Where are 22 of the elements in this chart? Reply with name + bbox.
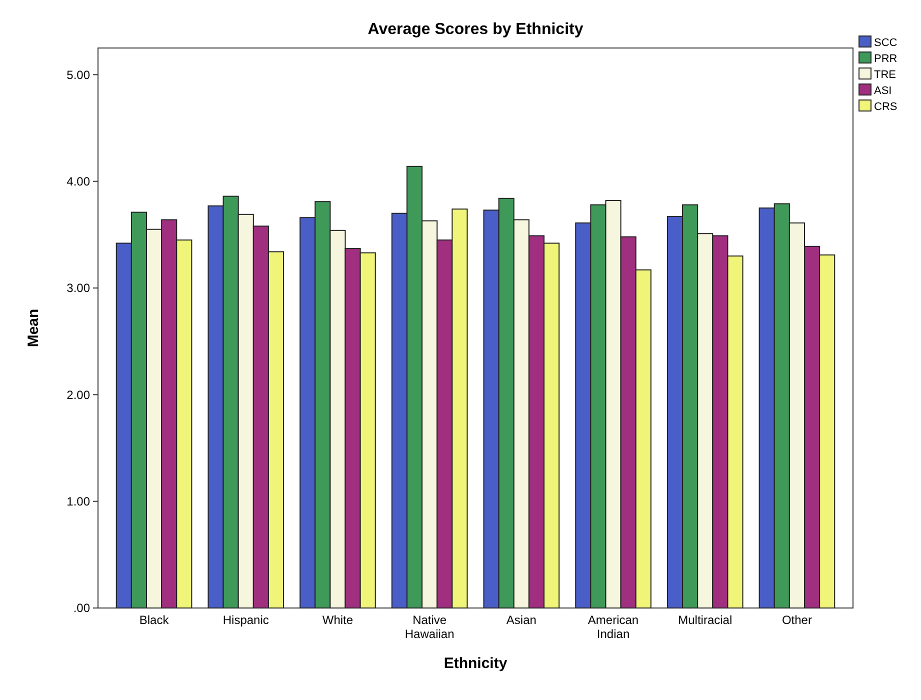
x-tick-label: Native Hawaiian (404, 613, 454, 641)
y-tick-label: 2.00 (66, 388, 90, 402)
x-tick-label: Other (782, 613, 812, 627)
x-tick-label: Multiracial (678, 613, 732, 627)
chart-title: Average Scores by Ethnicity (368, 21, 584, 38)
x-axis-title: Ethnicity (444, 655, 508, 672)
y-tick-label: 5.00 (66, 68, 90, 82)
legend-label: TRE (874, 69, 896, 81)
legend-label: CRS (874, 101, 898, 113)
x-tick-label: Hispanic (222, 613, 269, 627)
y-tick-label: 4.00 (66, 174, 90, 189)
y-tick-label: 1.00 (66, 494, 90, 509)
legend-label: PRR (874, 53, 898, 65)
y-tick-label: 3.00 (66, 281, 90, 296)
legend-label: ASI (874, 85, 892, 97)
x-tick-label: American Indian (588, 613, 639, 641)
legend-label: SCC (874, 37, 898, 49)
x-tick-label: White (322, 613, 354, 627)
x-tick-label: Black (139, 613, 170, 627)
y-axis-title: Mean (25, 308, 42, 348)
y-tick-label: .00 (73, 601, 90, 616)
x-tick-label: Asian (506, 613, 536, 627)
